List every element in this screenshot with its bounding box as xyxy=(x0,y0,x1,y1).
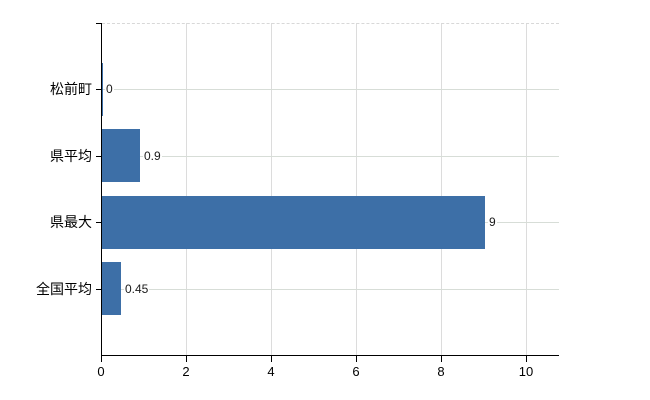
bar xyxy=(102,129,140,182)
y-axis-line xyxy=(101,23,102,355)
x-tick-label: 10 xyxy=(518,364,534,379)
x-tick xyxy=(271,356,272,362)
x-gridline xyxy=(186,23,187,355)
x-gridline xyxy=(526,23,527,355)
x-tick-label: 8 xyxy=(437,364,445,379)
bar xyxy=(102,262,121,315)
y-tick xyxy=(96,156,101,157)
category-label: 県最大 xyxy=(50,214,92,230)
x-tick xyxy=(186,356,187,362)
y-gridline xyxy=(102,156,559,157)
bar-value-label: 9 xyxy=(488,215,497,229)
y-axis-end-tick xyxy=(96,23,101,24)
x-gridline xyxy=(441,23,442,355)
x-tick xyxy=(101,356,102,362)
bar-value-label: 0 xyxy=(105,82,114,96)
x-tick xyxy=(356,356,357,362)
category-label: 県平均 xyxy=(50,148,92,164)
y-gridline xyxy=(102,289,559,290)
bar-value-label: 0.45 xyxy=(124,282,150,296)
category-label: 松前町 xyxy=(50,81,92,97)
x-tick xyxy=(526,356,527,362)
y-tick xyxy=(96,289,101,290)
x-gridline xyxy=(271,23,272,355)
y-tick xyxy=(96,89,101,90)
x-tick-label: 6 xyxy=(352,364,360,379)
x-tick-label: 0 xyxy=(97,364,105,379)
x-gridline xyxy=(356,23,357,355)
bar xyxy=(102,63,103,116)
y-tick xyxy=(96,222,101,223)
bar-value-label: 0.9 xyxy=(143,149,162,163)
plot-top-border xyxy=(102,23,559,24)
category-label: 全国平均 xyxy=(36,281,92,297)
x-tick-label: 4 xyxy=(267,364,275,379)
x-tick-label: 2 xyxy=(182,364,190,379)
y-gridline xyxy=(102,89,559,90)
x-tick xyxy=(441,356,442,362)
bar xyxy=(102,196,485,249)
x-axis-line xyxy=(101,355,559,356)
